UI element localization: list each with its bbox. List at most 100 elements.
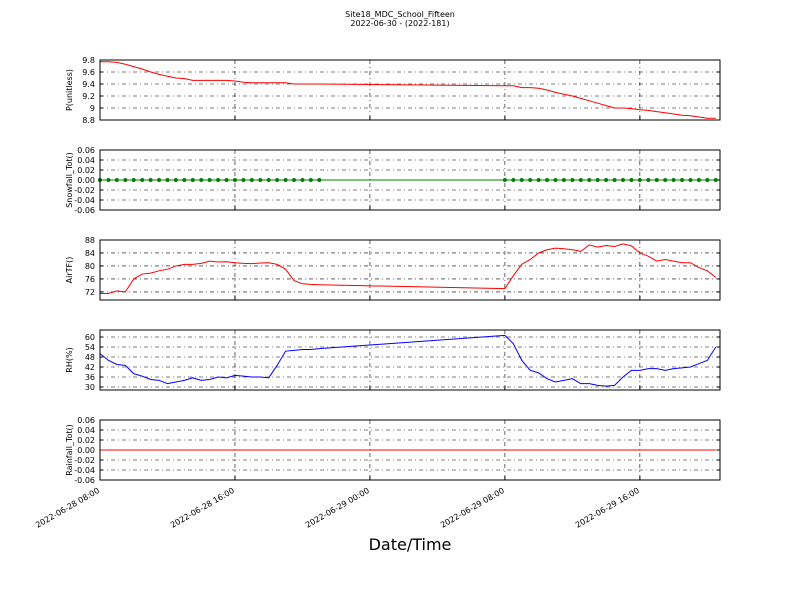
data-point	[165, 178, 170, 182]
y-tick-label: -0.02	[74, 186, 95, 195]
y-tick-label: -0.06	[74, 476, 95, 485]
data-point	[317, 178, 322, 182]
data-point	[553, 178, 558, 182]
data-point	[258, 178, 263, 182]
y-tick-label: 84	[85, 249, 95, 258]
data-point	[663, 178, 668, 182]
data-point	[131, 178, 136, 182]
data-line	[100, 243, 717, 295]
data-point	[561, 178, 566, 182]
x-axis-label: Date/Time	[369, 535, 452, 554]
y-axis-label: AirTF()	[65, 257, 74, 284]
y-tick-label: -0.06	[74, 206, 95, 215]
data-point	[207, 178, 212, 182]
chart-subtitle: 2022-06-30 - (2022-181)	[350, 19, 449, 28]
y-tick-label: 36	[85, 373, 95, 382]
data-point	[232, 178, 237, 182]
data-point	[654, 178, 659, 182]
y-tick-label: -0.04	[74, 466, 95, 475]
data-point	[612, 178, 617, 182]
data-point	[587, 178, 592, 182]
data-point	[680, 178, 685, 182]
y-tick-label: 88	[85, 236, 95, 245]
data-point	[696, 178, 701, 182]
y-tick-label: 72	[85, 288, 95, 297]
y-tick-label: -0.04	[74, 196, 95, 205]
y-tick-label: 0.06	[77, 416, 95, 425]
y-tick-label: 76	[85, 275, 95, 284]
data-point	[705, 178, 710, 182]
data-line	[100, 61, 716, 119]
y-axis-label: Rainfall_Tot()	[65, 424, 74, 476]
data-point	[570, 178, 575, 182]
data-point	[646, 178, 651, 182]
y-tick-label: 9.2	[82, 92, 95, 101]
data-point	[502, 178, 507, 182]
y-tick-label: 0.00	[77, 176, 95, 185]
data-point	[604, 178, 609, 182]
data-point	[300, 178, 305, 182]
data-point	[199, 178, 204, 182]
y-tick-label: 48	[85, 353, 95, 362]
data-point	[519, 178, 524, 182]
y-axis-label: Snowfall_Tot()	[65, 152, 74, 208]
y-tick-label: 80	[85, 262, 95, 271]
plot-frame	[99, 149, 721, 211]
data-point	[528, 178, 533, 182]
data-point	[275, 178, 280, 182]
data-point	[216, 178, 221, 182]
data-point	[292, 178, 297, 182]
y-tick-label: 0.02	[77, 436, 95, 445]
data-point	[545, 178, 550, 182]
data-point	[123, 178, 128, 182]
data-point	[688, 178, 693, 182]
y-tick-label: 60	[85, 333, 95, 342]
data-point	[713, 178, 718, 182]
data-point	[241, 178, 246, 182]
data-point	[224, 178, 229, 182]
data-point	[140, 178, 145, 182]
data-point	[249, 178, 254, 182]
y-axis-label: P(unitless)	[65, 69, 74, 111]
y-tick-label: 9.6	[82, 68, 95, 77]
data-point	[157, 178, 162, 182]
y-tick-label: 0.06	[77, 146, 95, 155]
y-tick-label: 0.04	[77, 426, 95, 435]
plot-frame	[99, 239, 721, 301]
data-point	[283, 178, 288, 182]
data-point	[536, 178, 541, 182]
data-point	[511, 178, 516, 182]
plot-frame	[99, 329, 721, 391]
y-tick-label: 0.04	[77, 156, 95, 165]
data-point	[629, 178, 634, 182]
y-tick-label: 30	[85, 383, 95, 392]
y-tick-label: 8.8	[82, 116, 95, 125]
y-tick-label: 9.4	[82, 80, 95, 89]
y-tick-label: 54	[85, 343, 95, 352]
y-tick-label: 9.8	[82, 56, 95, 65]
data-point	[190, 178, 195, 182]
chart-title: Site18_MDC_School_Fifteen	[345, 10, 455, 19]
data-point	[671, 178, 676, 182]
data-point	[148, 178, 153, 182]
data-point	[308, 178, 313, 182]
data-point	[595, 178, 600, 182]
data-point	[637, 178, 642, 182]
data-point	[182, 178, 187, 182]
data-point	[114, 178, 119, 182]
data-point	[620, 178, 625, 182]
data-point	[266, 178, 271, 182]
y-tick-label: 0.00	[77, 446, 95, 455]
y-axis-label: RH(%)	[65, 347, 74, 372]
y-tick-label: 0.02	[77, 166, 95, 175]
y-tick-label: 42	[85, 363, 95, 372]
plot-frame	[99, 59, 721, 121]
data-point	[578, 178, 583, 182]
data-line	[99, 334, 717, 387]
y-tick-label: 9	[90, 104, 95, 113]
data-point	[173, 178, 178, 182]
plot-frame	[99, 419, 721, 481]
data-point	[106, 178, 111, 182]
y-tick-label: -0.02	[74, 456, 95, 465]
